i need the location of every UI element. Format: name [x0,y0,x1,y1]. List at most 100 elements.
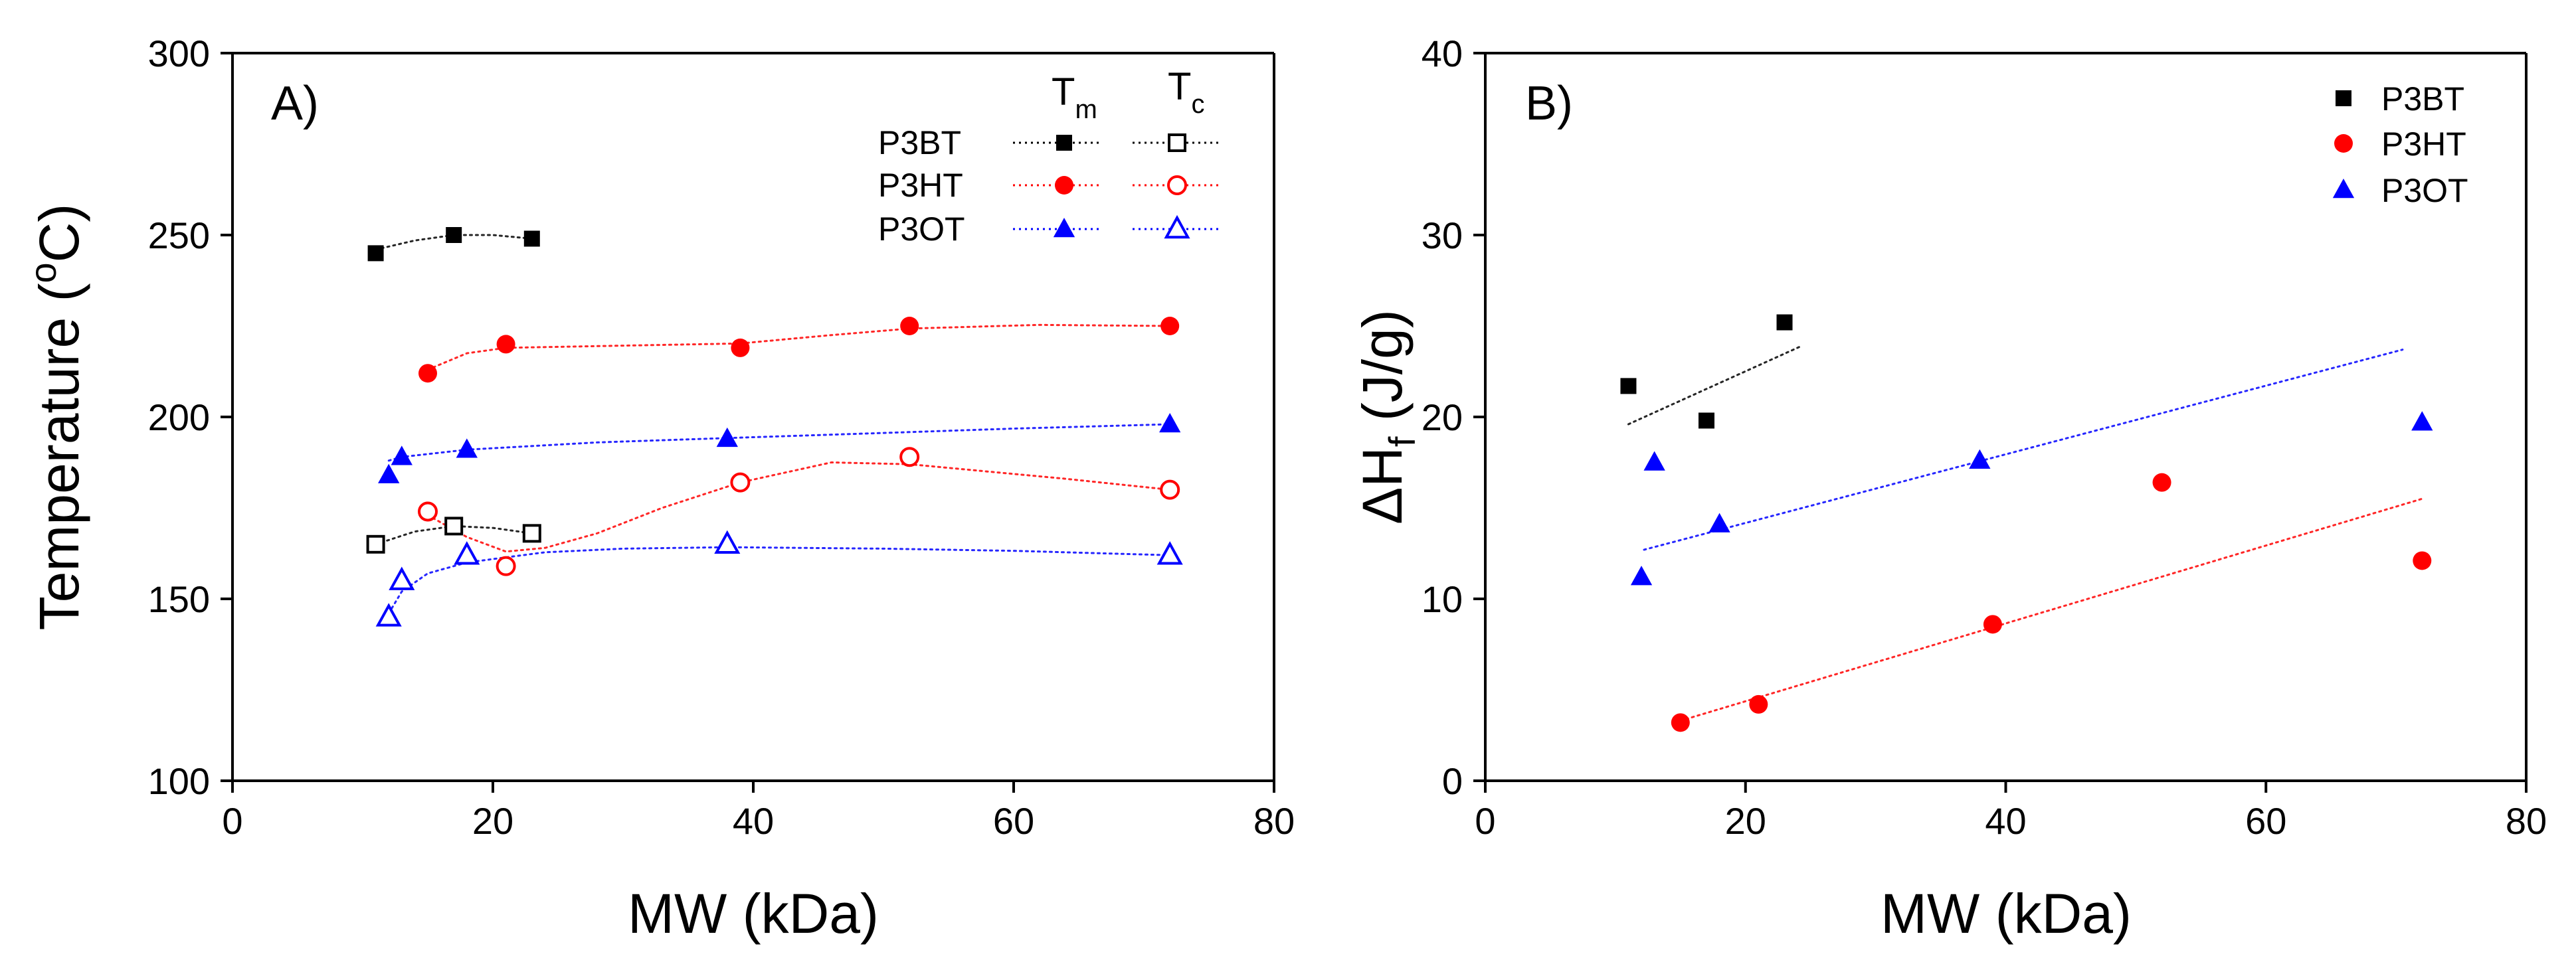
x-tick-label: 20 [472,800,513,842]
data-point-p3ht [1749,694,1768,714]
panel-b-points [1620,314,2433,732]
x-tick-label: 80 [2506,800,2547,842]
panel-a-ticks: 0 20 40 60 80 100 150 200 250 300 [148,33,1295,842]
x-tick-label: 0 [222,800,242,842]
legend-a-label-p3ht: P3HT [878,167,963,204]
y-title-a-part2: C) [28,204,90,263]
data-point-p3bt-tm [367,245,384,262]
x-tick-label: 40 [733,800,774,842]
legend-a-label-p3ot: P3OT [878,210,965,248]
data-point-p3ot-tc [389,566,415,590]
panel-b-legend-marks [2332,90,2355,199]
y-title-a-part1: Temperature ( [28,283,90,630]
data-point-p3ht-tm [418,364,437,383]
data-point-p3ot-tc [1156,541,1183,565]
fit-line-p3ht-tm [426,323,1171,371]
data-point-p3ot-tc [375,603,402,627]
panel-b-fit-lines [1627,345,2423,722]
data-point-p3bt [1698,412,1714,429]
y-tick-label: 0 [1442,760,1463,802]
svg-text:Temperature (oC): Temperature (oC) [22,204,90,631]
data-point-p3ht [2152,473,2171,492]
panel-a-x-axis-title: MW (kDa) [628,882,879,945]
data-point-p3ht-tm [731,338,750,357]
legend-a-header-tm: Tm [1052,70,1097,124]
y-tick-label: 250 [148,214,210,256]
data-point-p3ht [1671,713,1690,732]
x-tick-label: 60 [2245,800,2286,842]
legend-b-label-p3ht: P3HT [2381,125,2466,163]
y-title-b-subscript: f [1381,436,1423,447]
x-tick-label: 0 [1475,800,1495,842]
data-point-p3ht-tc [418,501,438,522]
data-point-p3bt-tc [366,534,385,554]
panel-a-y-axis-title: Temperature (oC) [22,204,90,631]
panel-b-ticks: 0 20 40 60 80 0 10 20 30 40 [1422,33,2547,842]
data-point-p3ht [2413,551,2432,570]
data-point-p3ht-tm [496,335,515,354]
legend-marker-p3ot-tc [1164,214,1190,239]
panel-b-y-axis-title: ΔHf (J/g) [1351,309,1423,524]
fit-line-p3ht [1679,497,2423,722]
data-point-p3bt [1620,378,1637,394]
y-tick-label: 30 [1422,214,1463,256]
data-point-p3ot-tc [454,541,480,565]
data-point-p3ot-tm [716,427,738,447]
data-point-p3bt-tm [523,230,540,247]
legend-marker-p3bt-tc [1168,133,1186,152]
data-point-p3bt-tc [444,517,464,536]
data-point-p3ot-tm [391,445,413,465]
svg-text:ΔHf (J/g): ΔHf (J/g) [1351,309,1423,524]
legend-a-label-p3bt: P3BT [878,124,961,161]
data-point-p3ot [2411,411,2433,431]
panel-a-fit-lines [375,234,1171,615]
legend-marker-p3ht-tc [1167,175,1187,195]
data-point-p3ot-tm [456,438,478,458]
panel-b-label: B) [1525,77,1573,130]
panel-b-x-axis-title: MW (kDa) [1881,882,2132,945]
y-tick-label: 10 [1422,578,1463,620]
y-tick-label: 300 [148,33,210,74]
panel-b: 0 20 40 60 80 0 10 20 30 40 B) MW (kDa) ΔHf (J/g)… [1351,33,2547,945]
data-point-p3bt [1776,314,1793,331]
panel-a-legend-marks [1013,133,1222,239]
y-title-a-superscript: o [22,262,64,283]
data-point-p3ht-tc [730,472,751,493]
data-point-p3ht-tc [496,556,516,576]
data-point-p3bt-tc [522,524,541,543]
x-tick-label: 20 [1725,800,1766,842]
data-point-p3ot-tc [714,530,741,554]
panel-a-label: A) [271,77,319,130]
data-point-p3ot [1643,451,1665,471]
legend-b-label-p3bt: P3BT [2381,80,2464,118]
y-tick-label: 100 [148,760,210,802]
legend-marker-p3bt-tm [1056,135,1072,151]
x-tick-label: 80 [1253,800,1295,842]
fit-line-p3bt [1627,345,1803,426]
y-title-b-part2: (J/g) [1351,309,1414,436]
y-tick-label: 40 [1422,33,1463,74]
y-tick-label: 20 [1422,396,1463,438]
x-tick-label: 60 [993,800,1034,842]
x-tick-label: 40 [1985,800,2026,842]
panel-a: 0 20 40 60 80 100 150 200 250 300 A) MW (kDa) Tem… [22,33,1295,945]
legend-marker-p3ht-tm [1055,176,1073,195]
data-point-p3ht-tm [1160,317,1180,335]
legend-a-header-tc: Tc [1168,65,1204,119]
legend-b-label-p3ot: P3OT [2381,172,2468,209]
data-point-p3ot-tm [1159,412,1181,433]
fit-line-p3ot [1643,349,2404,551]
y-tick-label: 150 [148,578,210,620]
data-point-p3ot [1630,566,1653,586]
data-point-p3ot [1969,449,1991,469]
fit-line-p3ht-tc [426,461,1171,553]
panel-a-points [366,227,1183,627]
data-point-p3ht [1983,615,2002,634]
data-point-p3ht-tc [1160,479,1180,500]
y-tick-label: 200 [148,396,210,438]
panel-a-legend: Tm Tc P3BT P3HT P3OT [878,65,1222,248]
legend-marker-p3ht [2334,134,2353,153]
data-point-p3bt-tm [446,227,462,243]
legend-marker-p3ot-tm [1053,218,1075,238]
